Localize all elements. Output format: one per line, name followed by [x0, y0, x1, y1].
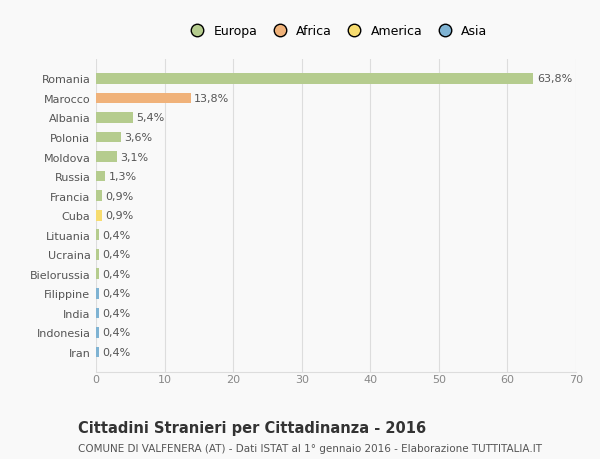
Text: 0,9%: 0,9%: [106, 211, 134, 221]
Legend: Europa, Africa, America, Asia: Europa, Africa, America, Asia: [185, 25, 487, 38]
Bar: [96, 191, 102, 202]
Text: 0,4%: 0,4%: [102, 308, 130, 318]
Text: 13,8%: 13,8%: [194, 94, 229, 104]
Bar: [96, 288, 99, 299]
Bar: [96, 74, 533, 84]
Text: 0,9%: 0,9%: [106, 191, 134, 201]
Text: 63,8%: 63,8%: [537, 74, 572, 84]
Text: 0,4%: 0,4%: [102, 250, 130, 260]
Text: 3,6%: 3,6%: [124, 133, 152, 143]
Bar: [96, 171, 105, 182]
Text: 1,3%: 1,3%: [109, 172, 136, 182]
Bar: [96, 308, 99, 319]
Text: 0,4%: 0,4%: [102, 328, 130, 338]
Text: 0,4%: 0,4%: [102, 347, 130, 357]
Text: 3,1%: 3,1%: [121, 152, 149, 162]
Bar: [96, 269, 99, 280]
Bar: [96, 93, 191, 104]
Bar: [96, 152, 117, 162]
Text: 0,4%: 0,4%: [102, 289, 130, 299]
Bar: [96, 132, 121, 143]
Bar: [96, 347, 99, 358]
Text: Cittadini Stranieri per Cittadinanza - 2016: Cittadini Stranieri per Cittadinanza - 2…: [78, 420, 426, 435]
Bar: [96, 327, 99, 338]
Text: COMUNE DI VALFENERA (AT) - Dati ISTAT al 1° gennaio 2016 - Elaborazione TUTTITAL: COMUNE DI VALFENERA (AT) - Dati ISTAT al…: [78, 443, 542, 453]
Text: 0,4%: 0,4%: [102, 230, 130, 240]
Bar: [96, 113, 133, 123]
Text: 5,4%: 5,4%: [136, 113, 165, 123]
Bar: [96, 230, 99, 241]
Bar: [96, 210, 102, 221]
Bar: [96, 249, 99, 260]
Text: 0,4%: 0,4%: [102, 269, 130, 279]
